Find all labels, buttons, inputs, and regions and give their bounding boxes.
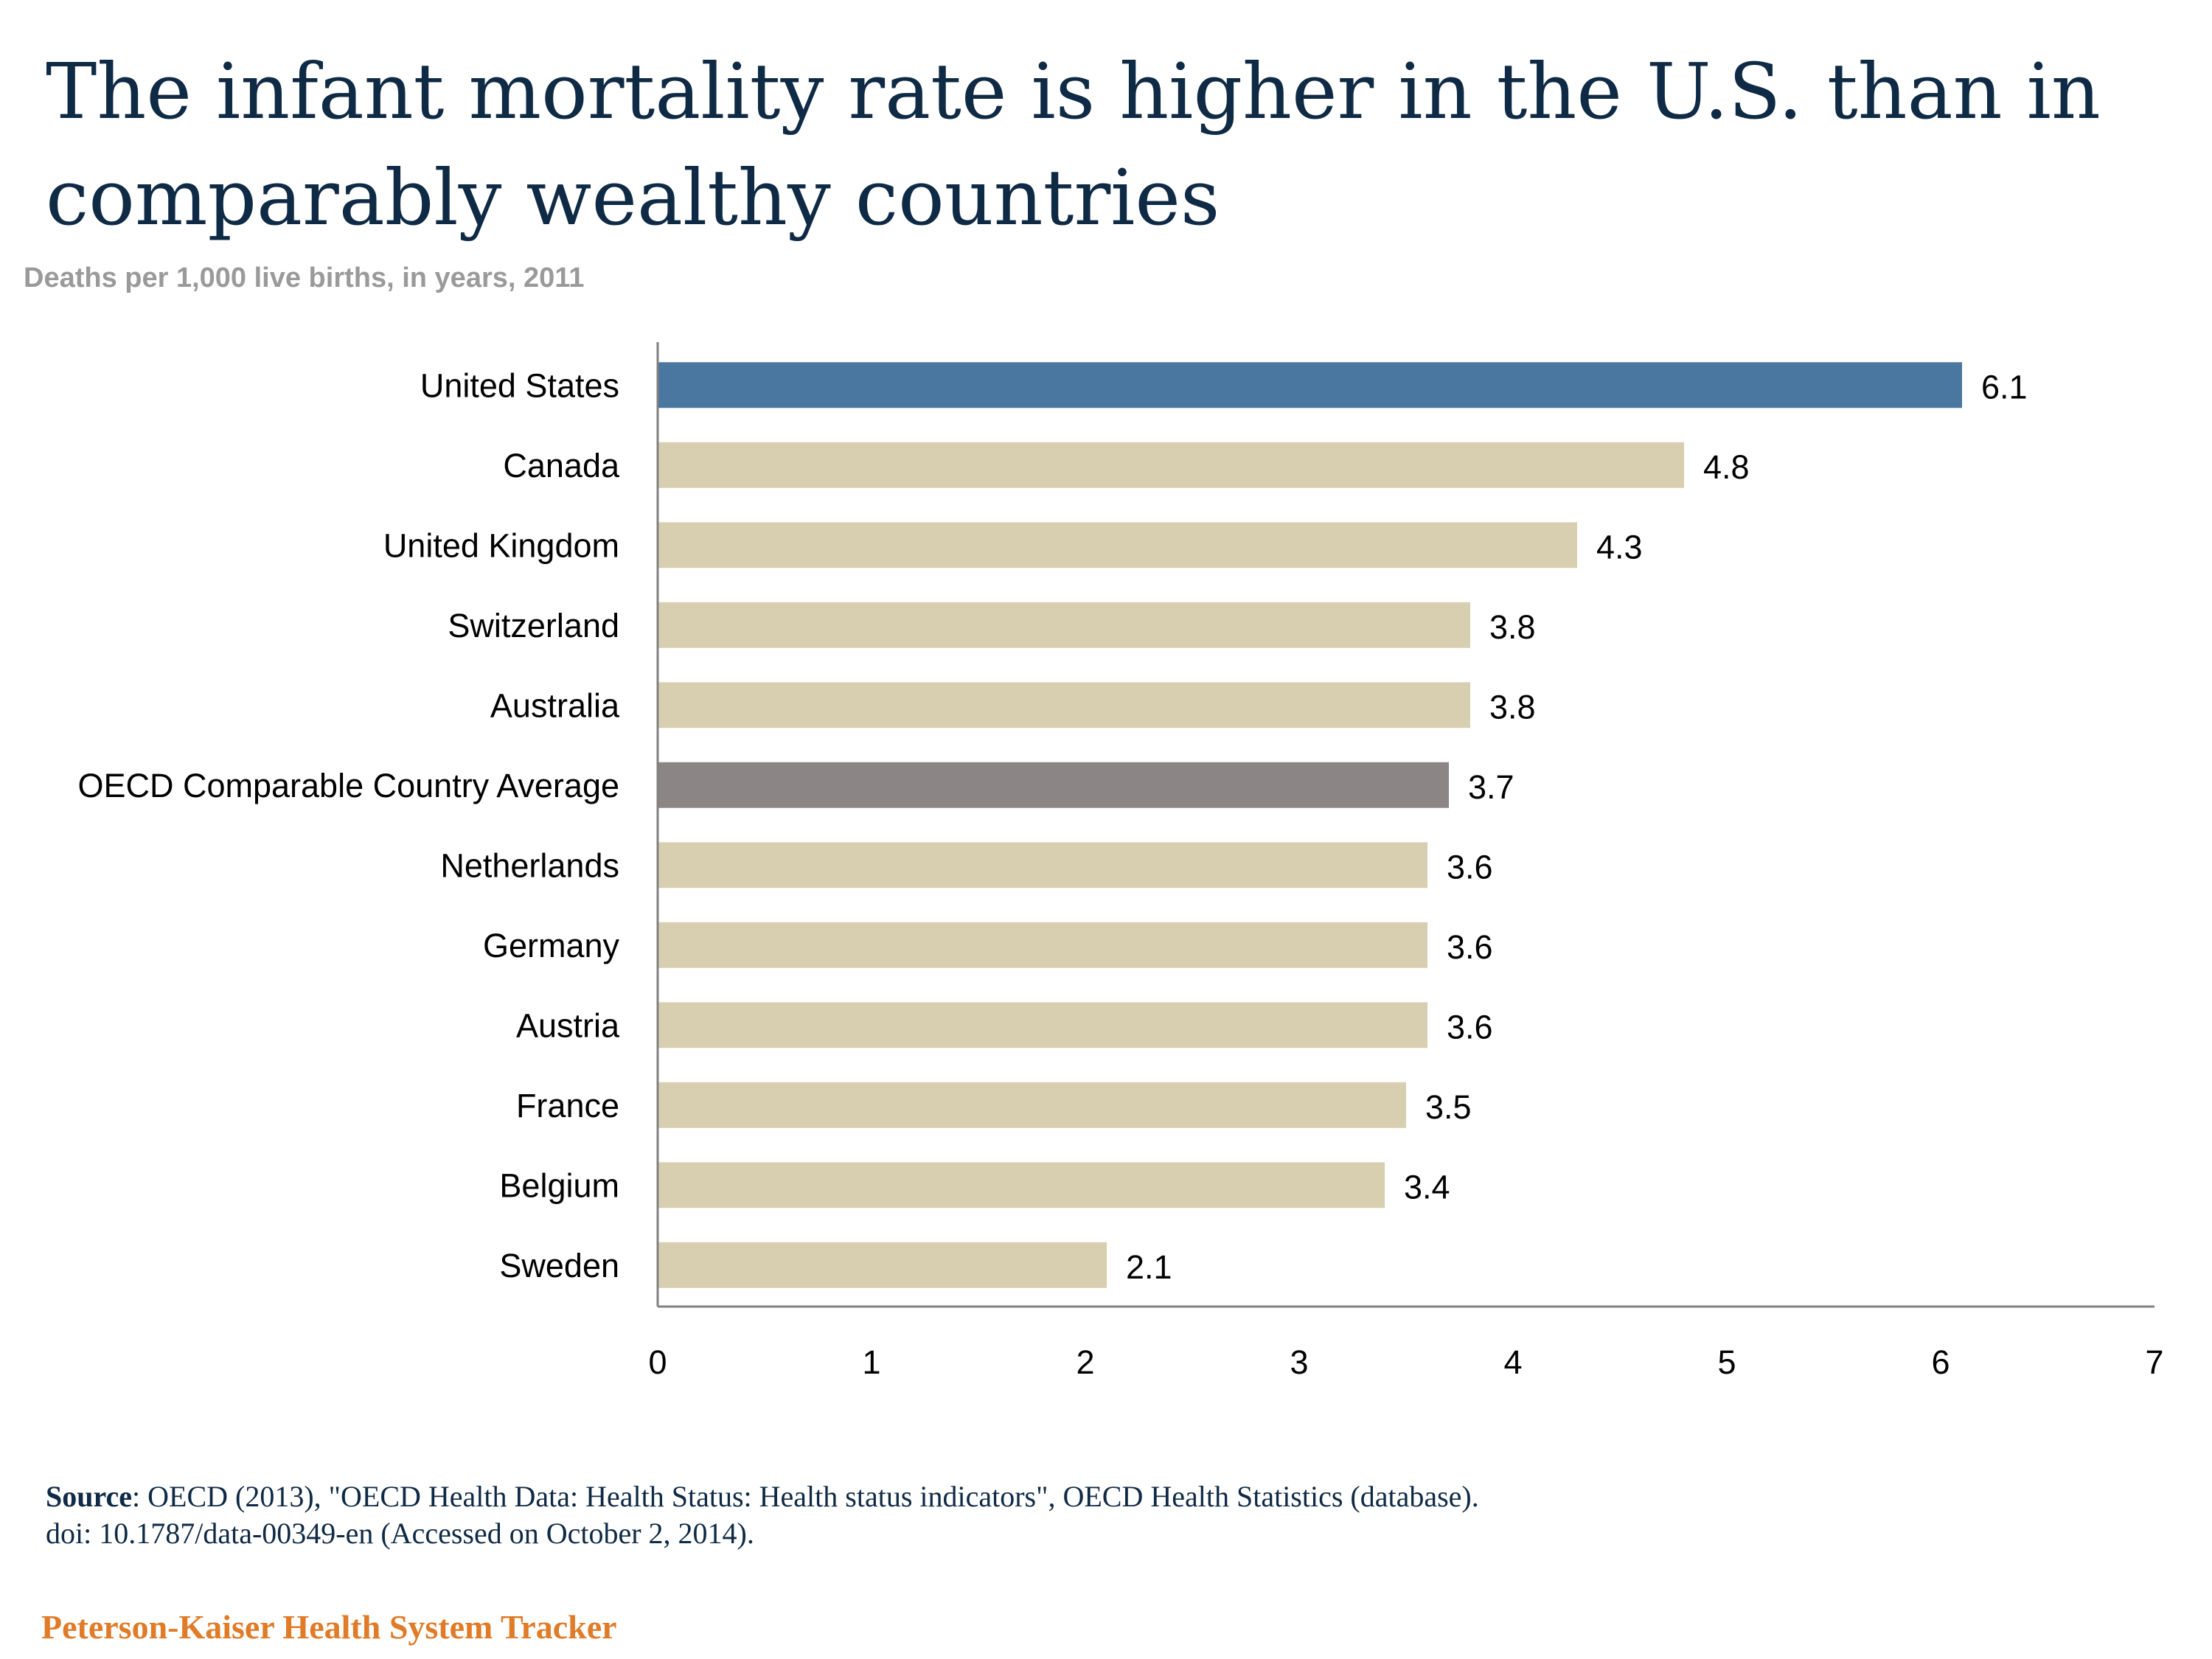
x-tick-label: 1 xyxy=(862,1343,880,1381)
bar xyxy=(658,922,1427,968)
data-label: 3.6 xyxy=(1447,848,1493,886)
bar xyxy=(658,842,1427,888)
category-label: Sweden xyxy=(499,1247,619,1284)
category-label: Australia xyxy=(490,686,620,724)
bar xyxy=(658,1242,1107,1288)
chart-subtitle: Deaths per 1,000 live births, in years, … xyxy=(24,262,585,293)
x-tick-label: 3 xyxy=(1290,1343,1308,1381)
source-text: : OECD (2013), "OECD Health Data: Health… xyxy=(132,1480,1479,1513)
chart-title: The infant mortality rate is higher in t… xyxy=(46,46,2101,243)
category-label: United Kingdom xyxy=(383,526,619,564)
bar xyxy=(658,682,1470,728)
brand-footer: Peterson-Kaiser Health System Tracker xyxy=(41,1608,617,1646)
data-label: 3.6 xyxy=(1447,1008,1493,1046)
data-label: 3.4 xyxy=(1404,1168,1450,1206)
data-label: 4.3 xyxy=(1596,528,1643,566)
data-label: 3.8 xyxy=(1489,608,1536,646)
bar xyxy=(658,762,1449,808)
bar xyxy=(658,602,1470,648)
x-tick-label: 7 xyxy=(2145,1343,2163,1381)
category-label: Switzerland xyxy=(448,607,619,644)
source-doi: doi: 10.1787/data-00349-en (Accessed on … xyxy=(46,1517,754,1550)
x-tick-label: 2 xyxy=(1076,1343,1094,1381)
category-label: United States xyxy=(420,366,619,404)
category-label: Germany xyxy=(483,927,620,964)
bar xyxy=(658,522,1577,568)
x-tick-label: 4 xyxy=(1503,1343,1522,1381)
category-label: Canada xyxy=(503,447,620,484)
bar xyxy=(658,362,1962,408)
data-label: 3.8 xyxy=(1489,688,1536,726)
category-label: Austria xyxy=(516,1006,620,1044)
data-label: 4.8 xyxy=(1703,448,1750,486)
source-label: Source xyxy=(46,1480,133,1513)
bar xyxy=(658,1082,1406,1128)
category-label: Netherlands xyxy=(440,846,619,884)
category-label: France xyxy=(516,1087,619,1124)
category-label: OECD Comparable Country Average xyxy=(77,767,619,804)
category-label: Belgium xyxy=(499,1166,619,1204)
x-tick-label: 0 xyxy=(648,1343,667,1381)
source-note: Source: OECD (2013), "OECD Health Data: … xyxy=(46,1478,2169,1552)
x-tick-label: 6 xyxy=(1931,1343,1950,1381)
data-label: 3.7 xyxy=(1468,768,1514,806)
data-label: 6.1 xyxy=(1981,368,2028,406)
data-label: 2.1 xyxy=(1126,1248,1172,1286)
x-tick-label: 5 xyxy=(1717,1343,1736,1381)
data-label: 3.6 xyxy=(1447,928,1493,966)
data-label: 3.5 xyxy=(1425,1088,1472,1126)
bar xyxy=(658,442,1684,488)
bar xyxy=(658,1162,1385,1208)
bar xyxy=(658,1002,1427,1048)
bar-chart: United States 6.1 Canada 4.8 United Kingdom 4… xyxy=(77,342,2164,1381)
